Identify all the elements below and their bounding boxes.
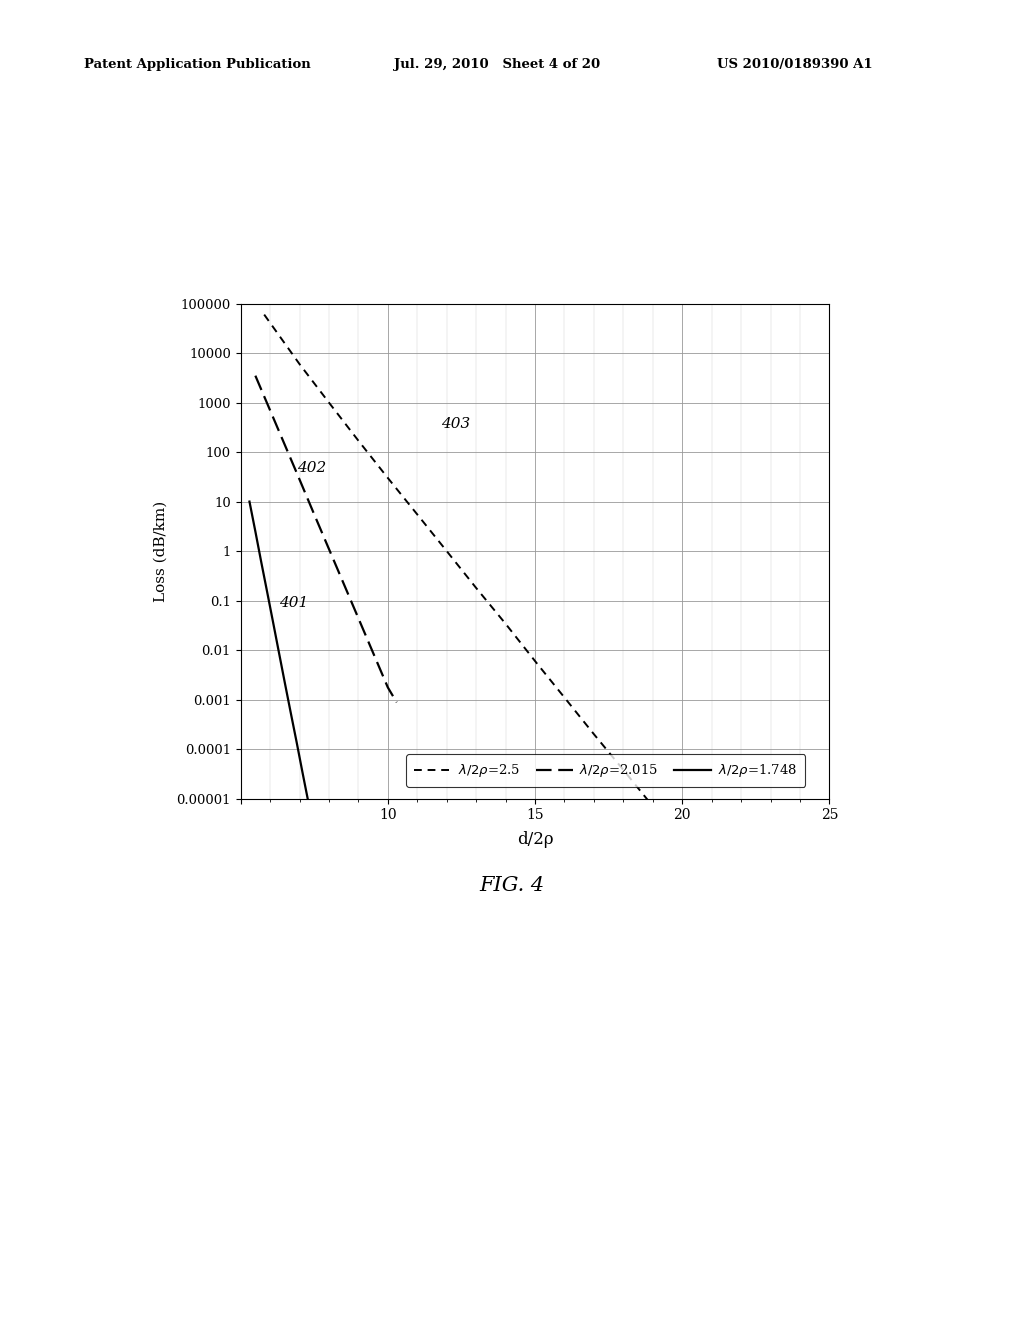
Text: 401: 401 (279, 595, 308, 610)
Text: Jul. 29, 2010   Sheet 4 of 20: Jul. 29, 2010 Sheet 4 of 20 (394, 58, 600, 71)
Text: 402: 402 (297, 461, 326, 475)
Text: US 2010/0189390 A1: US 2010/0189390 A1 (717, 58, 872, 71)
Legend: $\lambda/2\rho$=2.5, $\lambda/2\rho$=2.015, $\lambda/2\rho$=1.748: $\lambda/2\rho$=2.5, $\lambda/2\rho$=2.0… (407, 754, 805, 787)
Text: FIG. 4: FIG. 4 (479, 876, 545, 895)
Text: Patent Application Publication: Patent Application Publication (84, 58, 310, 71)
X-axis label: d/2ρ: d/2ρ (517, 830, 553, 847)
Text: 403: 403 (440, 417, 470, 432)
Y-axis label: Loss (dB/km): Loss (dB/km) (154, 500, 168, 602)
